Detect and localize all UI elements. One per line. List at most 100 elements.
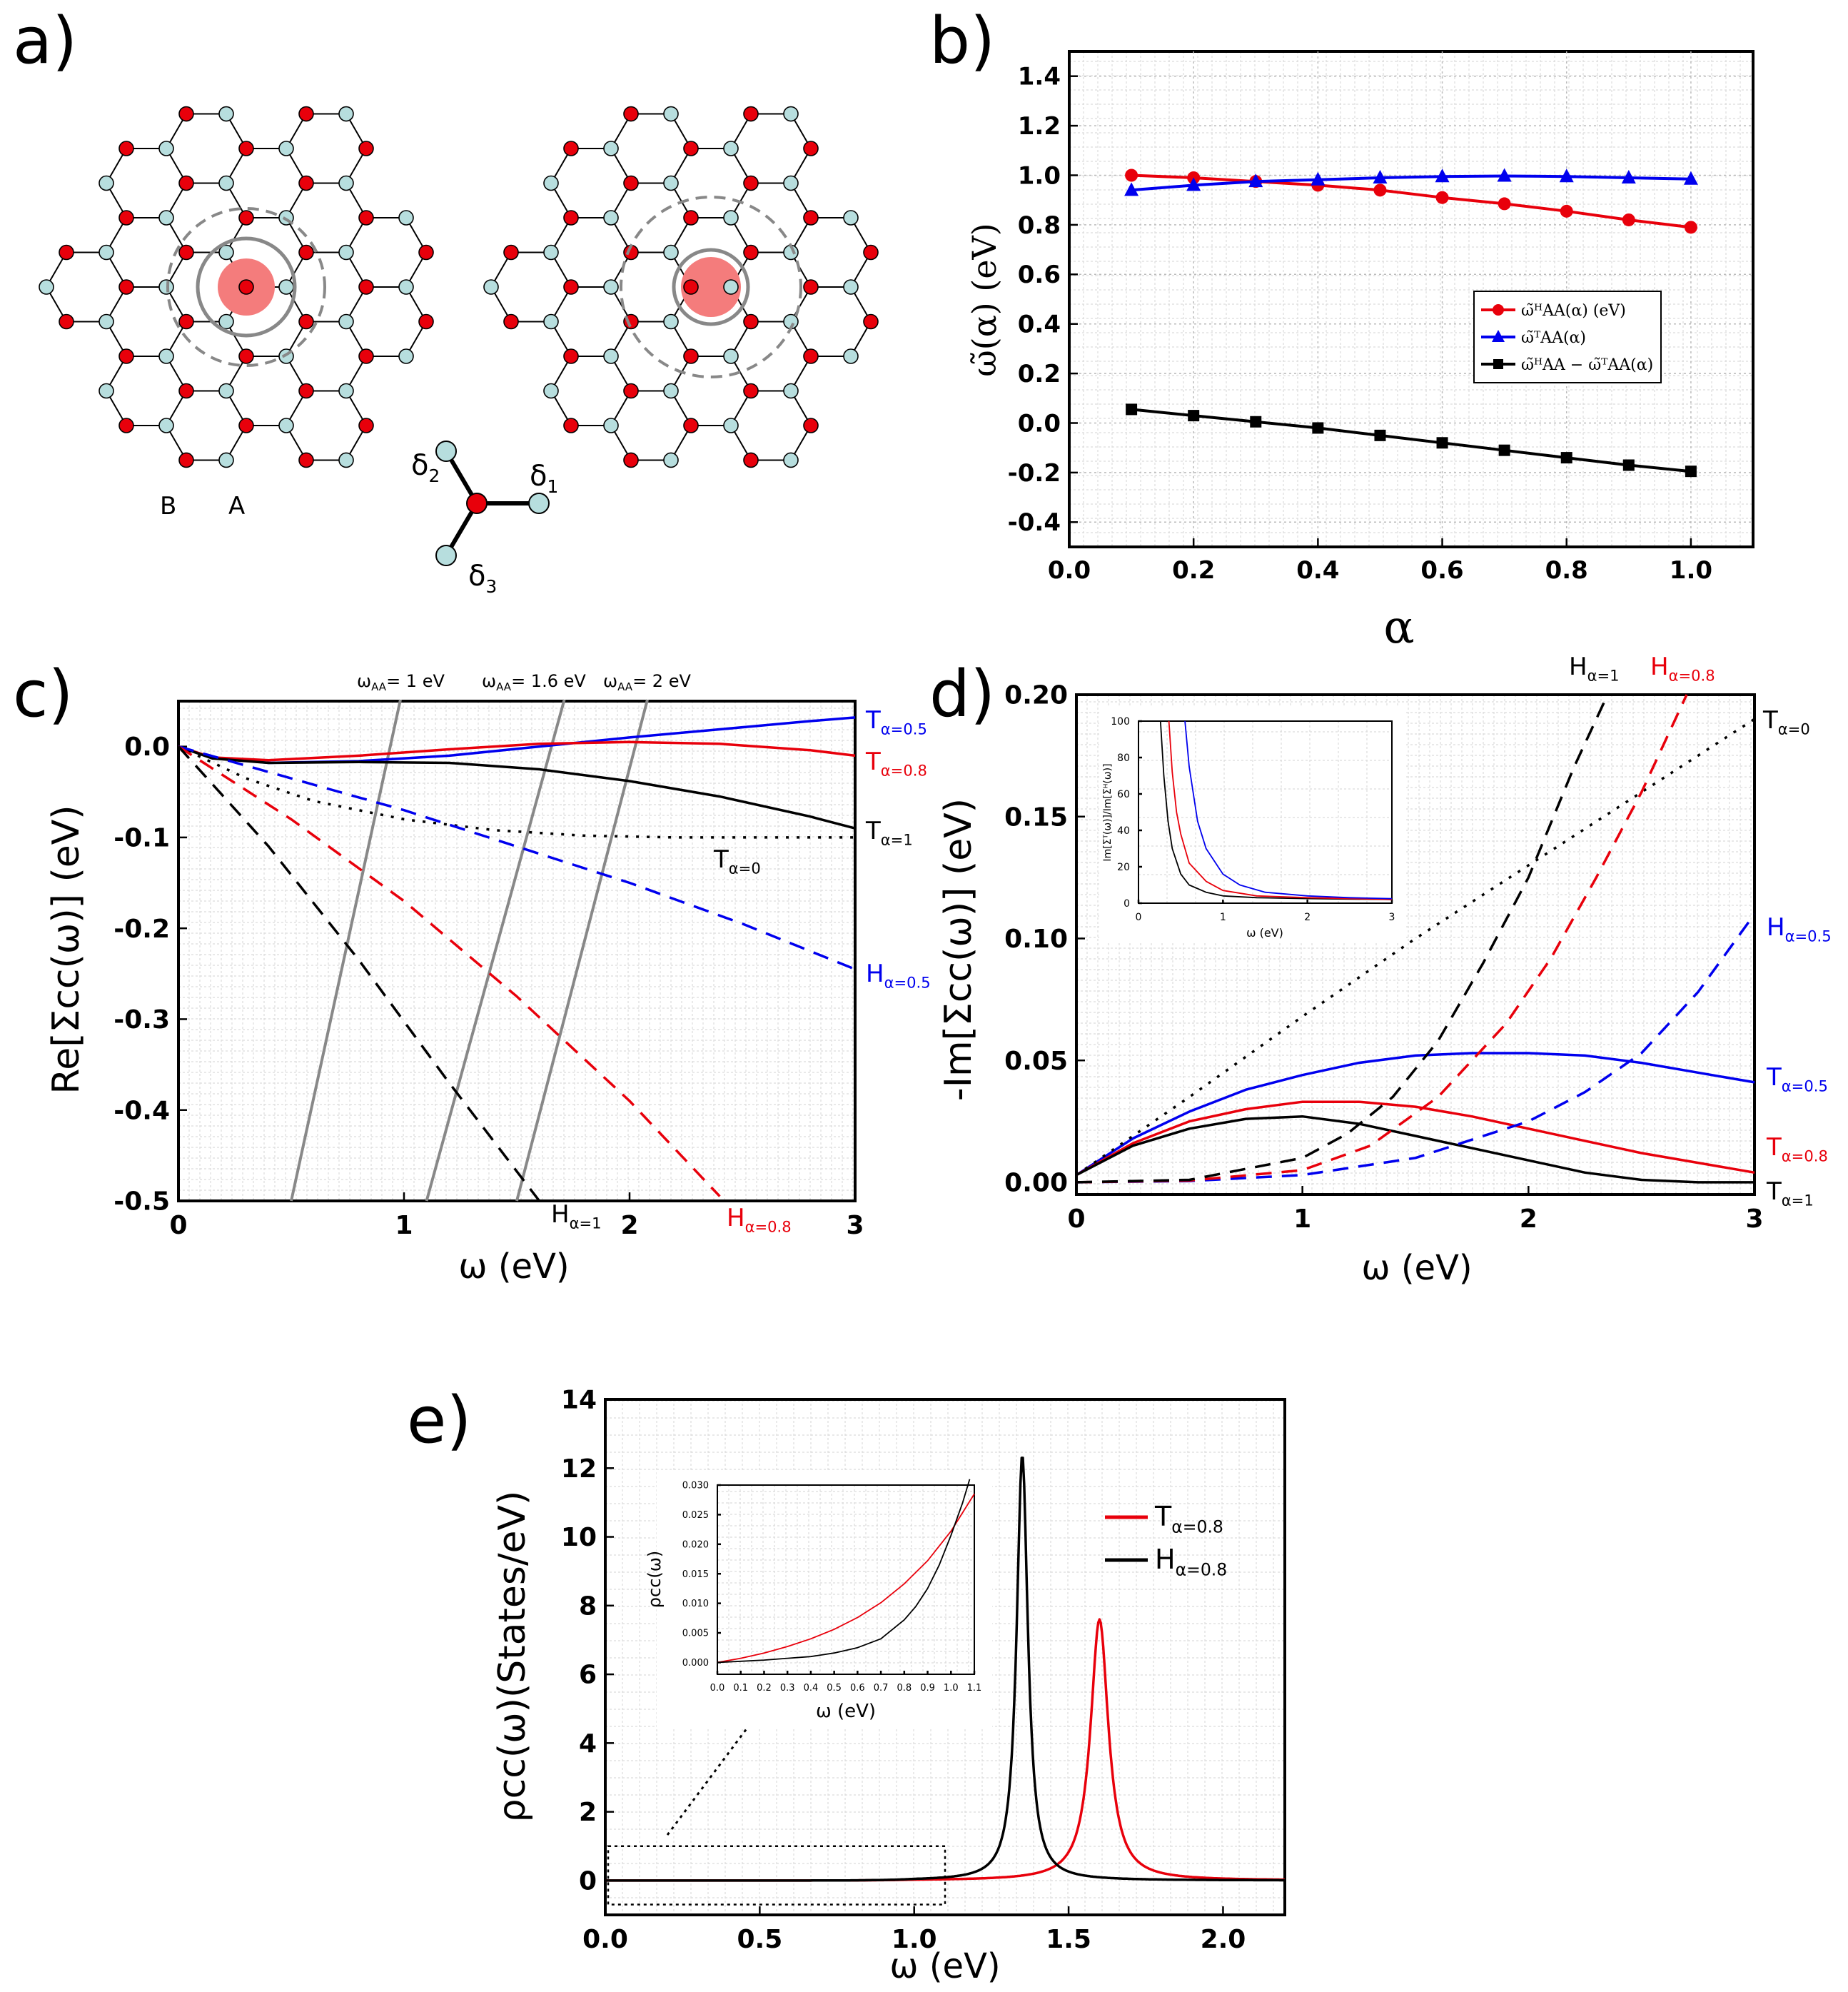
data-marker-circle — [1622, 213, 1635, 226]
site-b — [338, 313, 354, 330]
data-marker-triangle — [1311, 171, 1326, 186]
x-tick-label: 0.8 — [897, 1683, 912, 1694]
series-line — [1076, 913, 1756, 1184]
x-tick-label: 1.0 — [892, 1925, 937, 1954]
panel-c-label: c) — [13, 657, 74, 732]
series-line — [1076, 694, 1688, 1184]
legend-label: ω̃ᴴAA(α) (eV) — [1521, 302, 1626, 320]
data-marker-square — [1436, 437, 1448, 449]
site-a — [298, 452, 314, 468]
y-tick-label: 0.0 — [1018, 409, 1061, 438]
site-b — [783, 452, 799, 468]
site-b — [783, 383, 799, 399]
y-tick-label: -0.4 — [1008, 508, 1061, 537]
y-tick-label: 0.025 — [682, 1510, 709, 1521]
site-b — [723, 279, 739, 295]
series-line — [1076, 694, 1609, 1184]
x-tick-label: 3 — [1389, 912, 1395, 923]
x-tick-label: 0 — [1136, 912, 1142, 923]
y-tick-label: -0.5 — [113, 1187, 170, 1217]
site-a — [238, 348, 254, 364]
site-b — [398, 348, 414, 364]
y-tick-label: -0.1 — [113, 824, 170, 853]
site-a — [178, 244, 194, 261]
site-a — [503, 313, 519, 330]
series-label: Hα=1 — [1569, 653, 1620, 685]
site-b — [338, 106, 354, 122]
site-a — [298, 106, 314, 122]
y-tick-label: 0.10 — [1004, 925, 1068, 954]
sublattice-a-label: A — [228, 492, 245, 520]
legend-label: ω̃ᴴAA − ω̃ᵀAA(α) — [1521, 356, 1653, 374]
site-a — [178, 106, 194, 122]
x-tick-label: 0.8 — [1545, 556, 1588, 585]
series-label: Tα=1 — [865, 817, 913, 849]
y-tick-label: 1.4 — [1018, 63, 1061, 91]
site-a — [863, 313, 879, 330]
legend-label: Tα=0.8 — [1154, 1501, 1223, 1537]
series-label: Tα=1 — [1766, 1177, 1814, 1209]
site-b — [663, 175, 679, 191]
y-tick-label: -0.4 — [113, 1096, 170, 1125]
y-tick-label: 0.030 — [682, 1481, 709, 1492]
site-a — [683, 348, 699, 364]
site-b — [603, 279, 619, 295]
site-a — [358, 141, 374, 156]
series-label: Hα=0.5 — [866, 960, 931, 992]
y-tick-label: 4 — [579, 1729, 597, 1759]
inset-series-line — [1168, 720, 1393, 900]
site-b — [483, 279, 499, 295]
y-axis-label: ρcc(ω)(States/eV) — [491, 1491, 534, 1823]
x-tick-label: 0 — [169, 1211, 187, 1240]
series-line — [1131, 174, 1691, 192]
site-a — [563, 418, 579, 433]
panel-c-chart: 0 1 2 3 0.0 -0.1 -0.2 -0.3 -0.4 -0.5 ωAA= 1 eV ωAA=… — [45, 671, 931, 1287]
x-tick-label: 1.0 — [1670, 556, 1712, 585]
y-tick-label: 6 — [579, 1661, 597, 1690]
data-marker-square — [1312, 422, 1324, 434]
inset-series-line — [1159, 720, 1393, 900]
y-tick-label: 0 — [1124, 898, 1130, 910]
site-a — [178, 175, 194, 191]
site-a — [623, 106, 639, 122]
site-b — [603, 210, 619, 226]
y-tick-label: 0 — [579, 1866, 597, 1896]
data-marker-triangle — [1621, 169, 1636, 183]
site-a — [563, 141, 579, 156]
site-b — [723, 210, 739, 226]
series-label: Tα=0.5 — [1766, 1063, 1828, 1095]
inset-series-line — [717, 1479, 971, 1664]
series-line — [178, 745, 855, 839]
series-line — [1076, 1115, 1754, 1184]
site-b — [278, 141, 294, 156]
neighbor-ring-dashed — [166, 207, 326, 367]
y-tick-label: 8 — [579, 1591, 597, 1621]
site-a — [683, 279, 699, 295]
x-tick-label: 0.5 — [737, 1925, 782, 1954]
panel-d-label: d) — [929, 657, 995, 732]
y-tick-label: 0.010 — [682, 1599, 709, 1609]
site-a — [59, 313, 74, 330]
y-tick-label: 60 — [1117, 789, 1130, 800]
y-tick-label: 14 — [561, 1386, 597, 1415]
x-tick-label: 2 — [1520, 1204, 1538, 1234]
x-tick-label: 1 — [1293, 1204, 1311, 1234]
site-a — [238, 141, 254, 156]
series-label: Tα=0 — [1762, 706, 1810, 738]
series-label: Tα=0.5 — [865, 706, 927, 738]
site-b — [843, 210, 859, 226]
site-a — [503, 244, 519, 261]
site-a — [358, 210, 374, 226]
inset-y-axis-label: ρcc(ω) — [645, 1551, 665, 1608]
data-marker-triangle — [1435, 168, 1450, 183]
site-a — [358, 418, 374, 433]
zoom-region — [607, 1845, 946, 1906]
site-a — [743, 313, 759, 330]
x-tick-label: 1.5 — [1046, 1925, 1091, 1954]
site-b — [338, 452, 354, 468]
series-line — [178, 745, 721, 1197]
data-marker-square — [1498, 444, 1510, 456]
y-tick-label: 0.05 — [1004, 1047, 1068, 1076]
series-line — [1076, 1100, 1755, 1177]
site-b — [783, 175, 799, 191]
